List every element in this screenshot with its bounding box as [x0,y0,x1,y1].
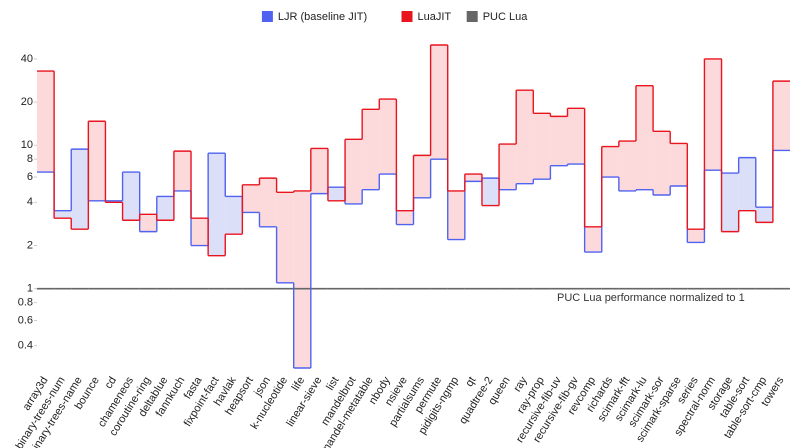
gap-fill [37,71,55,173]
gap-fill [379,99,397,175]
gap-fill [704,58,722,171]
x-tick-label: qt [463,375,478,389]
gap-fill [430,45,448,160]
plot [37,44,790,369]
gap-fill [191,218,209,246]
x-tick-label: cd [103,375,119,391]
gap-fill [533,113,551,180]
annotation: PUC Lua performance normalized to 1 [557,292,745,304]
y-tick-label: 0.8 [18,297,33,309]
gap-fill [687,229,705,243]
gap-fill [259,178,277,227]
gap-fill [755,207,773,223]
gap-fill [635,85,654,190]
legend-swatch [466,11,478,22]
gap-fill [362,109,380,190]
y-tick-label: 1 [27,283,33,295]
gap-fill [88,121,106,201]
gap-fill [738,157,756,211]
gap-fill [105,200,123,203]
legend-label: LuaJIT [418,11,452,23]
legend-swatch [261,11,273,22]
y-tick-label: 40 [21,53,33,65]
y-tick-label: 6 [27,171,33,183]
gap-fill [499,144,517,190]
gap-fill [772,81,790,151]
y-tick-label: 4 [27,196,33,208]
gap-fill [327,187,346,201]
y-tick-label: 10 [21,139,33,151]
gap-fill [276,192,294,283]
legend-label: LJR (baseline JIT) [278,11,367,23]
y-tick-label: 0.4 [18,340,33,352]
gap-fill [653,131,671,196]
gap-fill [447,190,465,240]
gap-fill [54,210,72,219]
gap-fill [550,116,568,166]
gap-fill [567,108,585,165]
gap-fill [721,173,739,232]
legend-swatch [401,11,413,22]
gap-fill [156,196,174,221]
gap-fill [481,178,500,206]
gap-fill [71,149,89,230]
gap-fill [242,184,260,213]
gap-fill [396,210,414,225]
gap-fill [310,148,328,194]
gap-fill [122,172,140,221]
gap-fill [293,190,311,368]
gap-fill [516,90,534,184]
y-tick-label: 8 [27,153,33,165]
gap-fill [345,139,363,204]
y-tick-label: 2 [27,239,33,251]
gap-fill [225,196,243,235]
gap-fill [464,174,482,182]
gap-fill [173,151,192,191]
gap-fill [670,143,688,186]
gap-fill [208,153,226,256]
y-tick-label: 20 [21,96,33,108]
gap-fill [584,226,602,253]
gap-fill [139,214,157,232]
y-tick-label: 0.6 [18,314,33,326]
gap-fill [601,146,619,178]
gap-fill [413,155,431,198]
gap-fill [618,141,636,191]
legend-label: PUC Lua [483,11,529,23]
